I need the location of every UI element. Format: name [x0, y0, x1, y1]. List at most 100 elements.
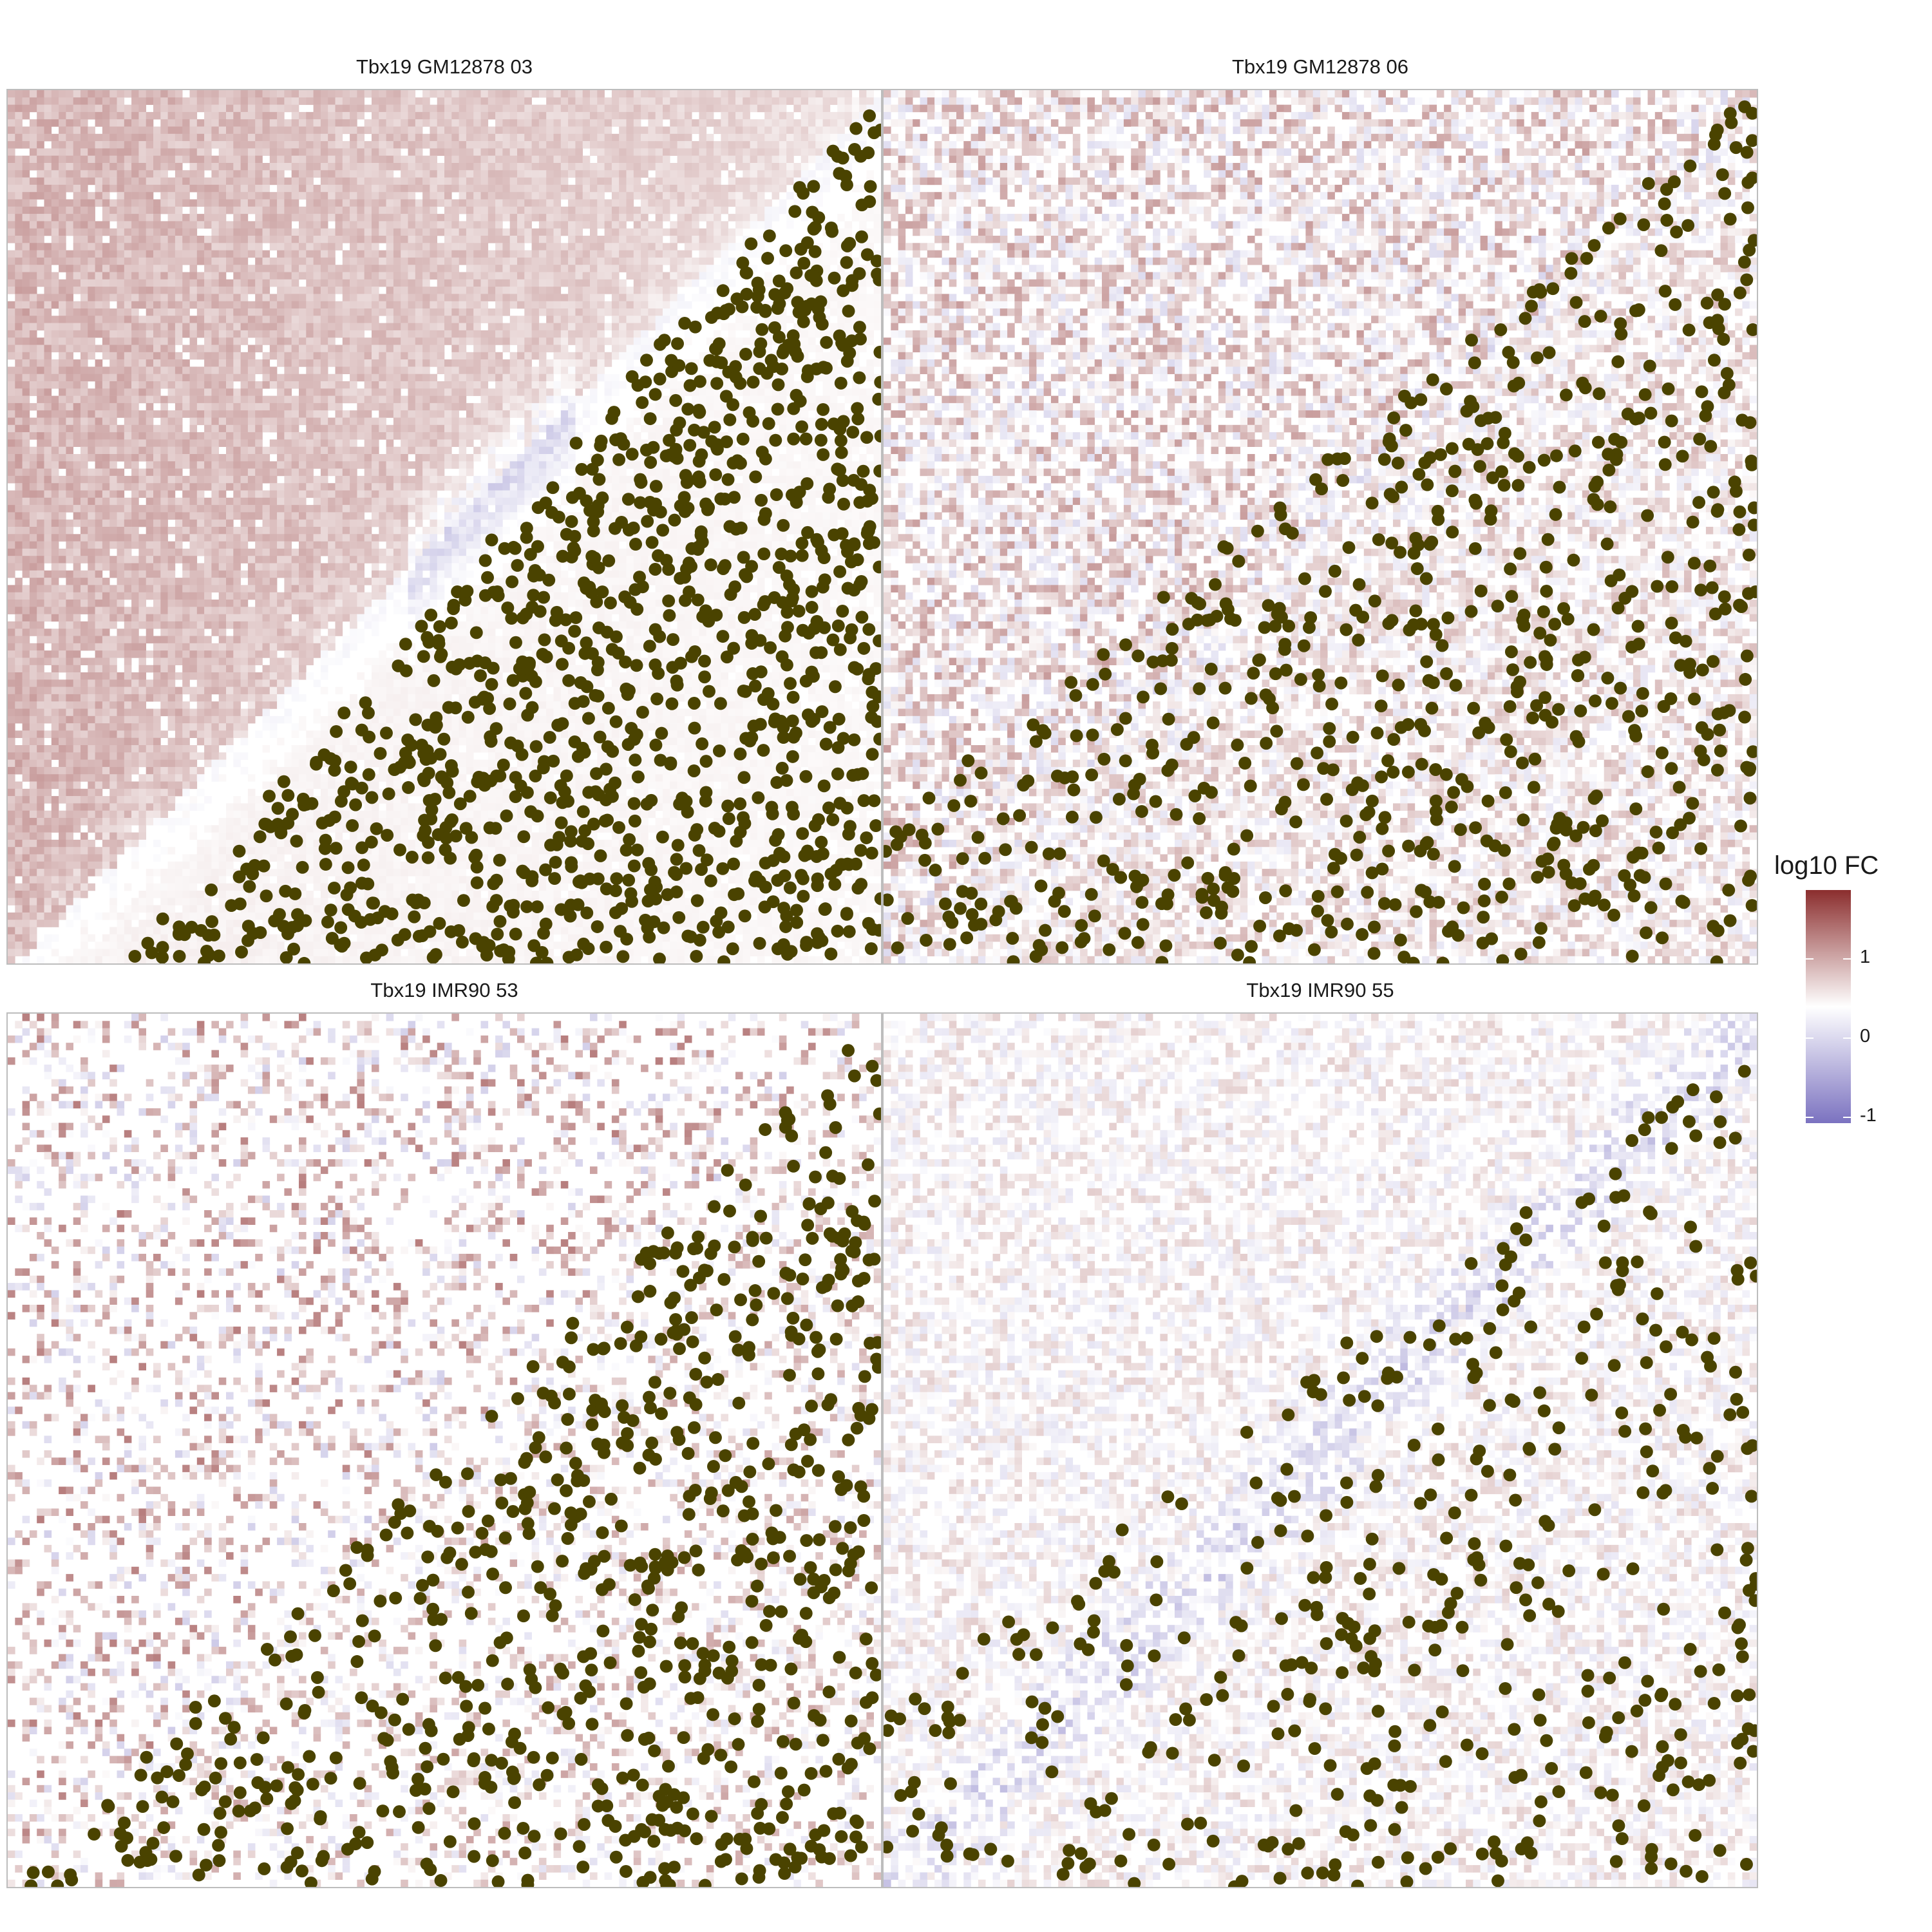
heatmap-cell [808, 133, 816, 142]
heatmap-cell [626, 228, 634, 236]
heatmap-cell [633, 126, 641, 135]
heatmap-cell [320, 424, 328, 433]
heatmap-cell [670, 111, 677, 120]
heatmap-cell [22, 104, 30, 113]
heatmap-cell [37, 141, 44, 149]
heatmap-cell [291, 265, 299, 272]
heatmap-cell [8, 162, 15, 171]
heatmap-cell [15, 250, 23, 258]
heatmap-cell [677, 126, 685, 135]
heatmap-cell [619, 104, 627, 113]
heatmap-cell [350, 177, 357, 185]
heatmap-cell [772, 162, 780, 171]
heatmap-cell [648, 250, 656, 258]
heatmap-cell [95, 323, 103, 331]
heatmap-cell [779, 395, 787, 404]
heatmap-cell [415, 133, 423, 142]
heatmap-cell [240, 148, 249, 156]
heatmap-cell [22, 402, 30, 411]
heatmap-cell [408, 366, 416, 374]
heatmap-cell [553, 133, 562, 142]
heatmap-cell [699, 148, 707, 156]
heatmap-cell [873, 359, 881, 367]
heatmap-cell [495, 126, 503, 135]
heatmap-cell [313, 199, 321, 207]
heatmap-cell [451, 162, 459, 171]
heatmap-cell [80, 104, 88, 113]
heatmap-cell [793, 97, 801, 105]
heatmap-cell [488, 199, 496, 207]
heatmap-cell [350, 323, 357, 331]
heatmap-cell [459, 330, 467, 338]
heatmap-cell [757, 184, 765, 193]
heatmap-cell [509, 97, 518, 105]
heatmap-cell [29, 265, 37, 272]
heatmap-cell [59, 228, 66, 236]
heatmap-cell [611, 192, 620, 200]
heatmap-cell [66, 272, 73, 280]
heatmap-cell [626, 330, 634, 338]
heatmap-cell [269, 316, 278, 323]
heatmap-cell [822, 381, 831, 389]
panel-title-3: Tbx19 IMR90 53 [6, 979, 882, 1002]
heatmap-cell [750, 337, 758, 345]
heatmap-cell [262, 316, 270, 323]
heatmap-cell [451, 119, 459, 127]
heatmap-cell [509, 301, 518, 309]
heatmap-cell [611, 308, 620, 316]
heatmap-cell [117, 294, 125, 301]
heatmap-cell [473, 243, 481, 251]
heatmap-cell [590, 184, 598, 193]
heatmap-cell [568, 410, 576, 418]
heatmap-cell [714, 236, 721, 243]
heatmap-cell [655, 126, 663, 135]
heatmap-cell [226, 366, 234, 374]
heatmap-cell [706, 148, 714, 156]
heatmap-cell [73, 97, 81, 105]
heatmap-cell [626, 301, 634, 309]
heatmap-cell [51, 294, 59, 301]
heatmap-cell [553, 323, 562, 331]
heatmap-cell [793, 199, 801, 207]
heatmap-cell [255, 323, 263, 331]
heatmap-cell [29, 402, 37, 411]
heatmap-cell [488, 316, 496, 323]
heatmap-cell [51, 402, 59, 411]
heatmap-cell [328, 316, 336, 323]
heatmap-cell [233, 294, 241, 301]
heatmap-cell [568, 133, 576, 142]
heatmap-cell [175, 184, 183, 193]
heatmap-cell [80, 170, 88, 178]
heatmap-cell [575, 279, 583, 287]
heatmap-cell [175, 162, 183, 171]
heatmap-cell [364, 90, 372, 98]
heatmap-cell [590, 141, 598, 149]
heatmap-cell [495, 111, 503, 120]
heatmap-cell [379, 90, 386, 98]
heatmap-cell [189, 388, 198, 396]
heatmap-cell [829, 126, 838, 135]
heatmap-cell [357, 192, 365, 200]
heatmap-cell [692, 228, 699, 236]
heatmap-cell [255, 257, 263, 265]
heatmap-cell [160, 402, 168, 411]
heatmap-cell [73, 214, 81, 222]
heatmap-cell [641, 192, 649, 200]
heatmap-cell [146, 90, 154, 98]
heatmap-cell [160, 170, 168, 178]
heatmap-cell [764, 199, 772, 207]
heatmap-cell [670, 162, 677, 171]
heatmap-cell [575, 265, 583, 272]
heatmap-cell [837, 279, 845, 287]
heatmap-cell [786, 141, 794, 149]
heatmap-cell [160, 104, 168, 113]
heatmap-cell [699, 352, 707, 360]
heatmap-cell [364, 424, 372, 433]
heatmap-cell [560, 104, 569, 113]
heatmap-cell [568, 236, 576, 243]
heatmap-cell [44, 148, 52, 156]
heatmap-cell [822, 301, 831, 309]
heatmap-cell [677, 265, 685, 272]
heatmap-cell [516, 104, 525, 113]
heatmap-cell [626, 316, 634, 323]
